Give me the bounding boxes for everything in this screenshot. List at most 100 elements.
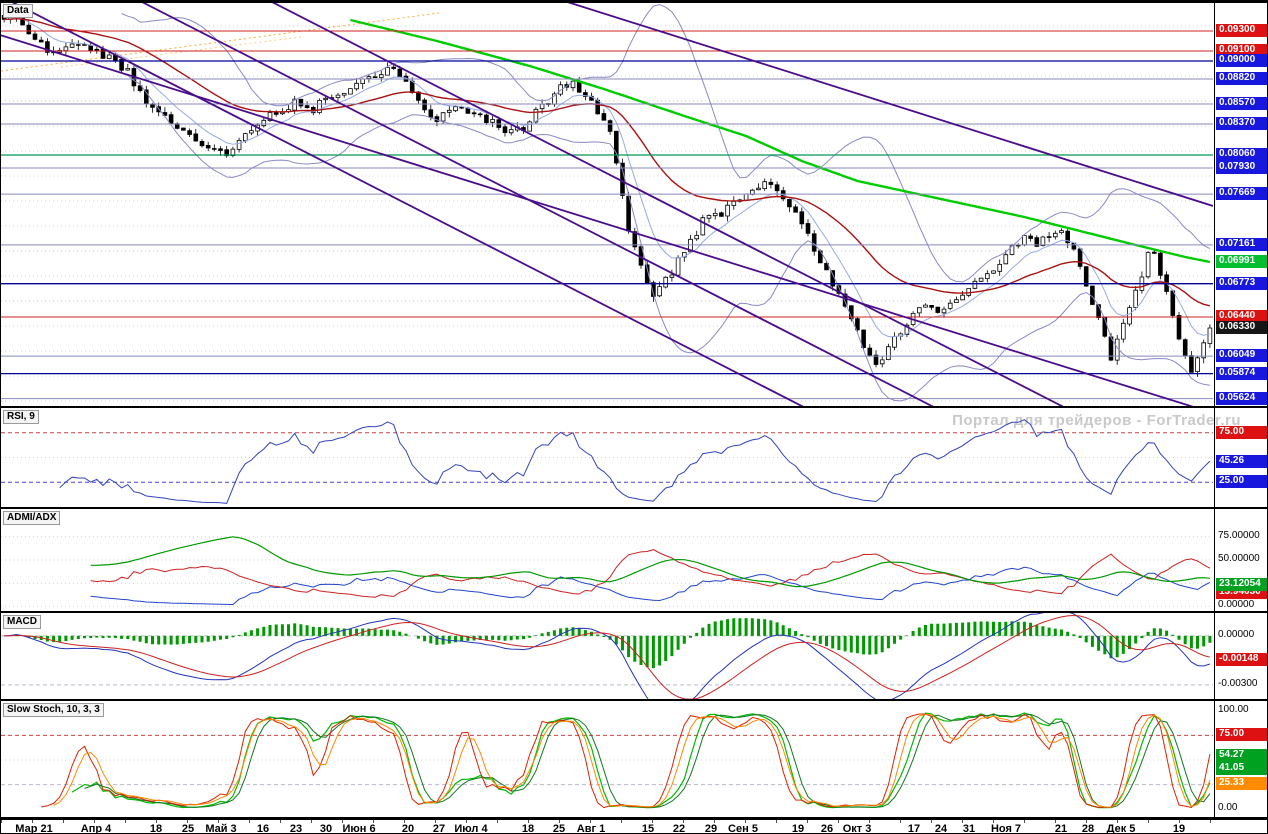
time-axis-label: 19 bbox=[1172, 823, 1186, 834]
scale-value-label: 0.00000 bbox=[1218, 628, 1255, 640]
scale-value-badge: 0.07669 bbox=[1216, 187, 1267, 201]
scale-value-badge: 0.07161 bbox=[1216, 237, 1267, 251]
time-axis-label: 20 bbox=[401, 823, 415, 834]
scale-value-badge: 0.06991 bbox=[1216, 254, 1267, 268]
panel-divider bbox=[1, 1, 1267, 3]
time-axis-label: 28 bbox=[1081, 823, 1095, 834]
macd-panel-label: MACD bbox=[3, 615, 41, 629]
scale-value-label: 100.00 bbox=[1218, 703, 1249, 715]
bear-candles bbox=[1, 10, 1194, 373]
main-panel-label: Data bbox=[3, 4, 33, 18]
panel-divider bbox=[1, 507, 1267, 509]
rsi-panel bbox=[1, 419, 1213, 504]
scale-value-badge: 0.06773 bbox=[1216, 276, 1267, 290]
scale-value-label: 75.00000 bbox=[1218, 529, 1260, 541]
trendline bbox=[567, 3, 1213, 207]
bollinger-lower-band bbox=[121, 72, 1210, 402]
stoch-k2-line bbox=[41, 713, 1211, 809]
scale-value-badge: 0.05874 bbox=[1216, 366, 1267, 380]
time-axis-label: Авг 1 bbox=[576, 823, 606, 834]
watermark-text: Портал для трейдеров - ForTrader.ru bbox=[952, 412, 1241, 429]
price-scale[interactable]: 0.09300 0.09100 0.09000 0.08820 0.08570 0.083… bbox=[1214, 1, 1267, 819]
macd-line bbox=[4, 613, 1211, 699]
scale-value-badge: 0.07930 bbox=[1216, 161, 1267, 174]
time-axis-label: 30 bbox=[319, 823, 333, 834]
time-axis-label: 19 bbox=[791, 823, 805, 834]
ma-long-line bbox=[350, 18, 1211, 264]
time-axis-label: 26 bbox=[820, 823, 834, 834]
time-axis-label: Апр 4 bbox=[80, 823, 112, 834]
scale-value-badge: 0.06440 bbox=[1216, 310, 1267, 323]
time-axis-label: 15 bbox=[641, 823, 655, 834]
scale-value-badge: 0.06049 bbox=[1216, 349, 1267, 363]
adx-panel-label: ADMI/ADX bbox=[3, 511, 61, 525]
scale-value-badge: 54.27 bbox=[1216, 748, 1267, 762]
scale-value-badge: 0.08060 bbox=[1216, 148, 1267, 161]
bollinger-upper-band bbox=[121, 4, 1211, 283]
time-axis-label: Мар 21 bbox=[15, 823, 53, 834]
scale-value-badge: 75.00 bbox=[1216, 728, 1267, 742]
time-axis[interactable]: Мар 21 Апр 4 18 25 Май 3 16 23 30 Июн 6 20 27 Июл 4… bbox=[1, 818, 1267, 834]
time-axis-label: 27 bbox=[432, 823, 446, 834]
time-axis-label: 21 bbox=[1054, 823, 1068, 834]
time-axis-label: 24 bbox=[934, 823, 948, 834]
ma-fast-line bbox=[4, 16, 1211, 338]
adx-line bbox=[90, 536, 1210, 588]
panel-divider bbox=[1, 406, 1267, 408]
scale-value-badge: 75.00 bbox=[1216, 425, 1267, 439]
bull-candles bbox=[8, 10, 1213, 372]
scale-value-badge: 41.05 bbox=[1216, 761, 1267, 775]
stoch-d2-line bbox=[53, 713, 1211, 808]
time-axis-label: 16 bbox=[256, 823, 270, 834]
time-axis-label: 22 bbox=[672, 823, 686, 834]
panel-divider bbox=[1, 817, 1267, 818]
time-axis-label: Ноя 7 bbox=[990, 823, 1022, 834]
scale-value-label: 0.00000 bbox=[1218, 599, 1255, 611]
scale-value-badge: 25.00 bbox=[1216, 475, 1267, 489]
macd-histogram bbox=[15, 618, 1212, 669]
adx-panel bbox=[1, 536, 1213, 607]
main-panel bbox=[1, 3, 1213, 406]
time-axis-label: 31 bbox=[962, 823, 976, 834]
time-axis-label: Окт 3 bbox=[842, 823, 872, 834]
stoch-panel bbox=[1, 712, 1213, 809]
scale-value-badge: 0.05624 bbox=[1216, 391, 1267, 405]
time-axis-label: Июл 4 bbox=[454, 823, 488, 834]
scale-value-badge: 0.08820 bbox=[1216, 72, 1267, 85]
scale-value-badge: 0.06330 bbox=[1216, 321, 1267, 334]
panel-divider bbox=[1, 699, 1267, 701]
time-axis-label: Май 3 bbox=[205, 823, 237, 834]
rsi-line bbox=[59, 419, 1211, 504]
time-axis-label: 25 bbox=[552, 823, 566, 834]
stoch-panel-label: Slow Stoch, 10, 3, 3 bbox=[3, 703, 104, 717]
macd-signal-line bbox=[4, 614, 1211, 699]
scale-value-label: 50.00000 bbox=[1218, 553, 1260, 564]
time-axis-label: 17 bbox=[907, 823, 921, 834]
scale-value-badge: 0.08570 bbox=[1216, 97, 1267, 110]
time-axis-label: Сен 5 bbox=[728, 823, 758, 834]
time-axis-label: 25 bbox=[181, 823, 195, 834]
candle-wicks bbox=[3, 7, 1211, 377]
trendline bbox=[1, 34, 1194, 406]
panel-divider bbox=[1, 611, 1267, 613]
time-axis-label: 18 bbox=[521, 823, 535, 834]
scale-value-badge: 45.26 bbox=[1216, 455, 1267, 469]
time-axis-label: 18 bbox=[149, 823, 163, 834]
scale-value-label: -0.00300 bbox=[1218, 677, 1258, 689]
scale-value-label: 0.00 bbox=[1218, 802, 1238, 814]
scale-value-badge: 0.09000 bbox=[1216, 54, 1267, 67]
time-axis-label: Дек 5 bbox=[1106, 823, 1136, 834]
time-axis-label: Июн 6 bbox=[342, 823, 376, 834]
plus-di-line bbox=[90, 566, 1211, 606]
trendline bbox=[142, 3, 934, 406]
scale-value-badge: -0.00148 bbox=[1216, 653, 1267, 667]
scale-value-badge: 23.12054 bbox=[1216, 577, 1267, 591]
scale-value-badge: 0.09300 bbox=[1216, 24, 1267, 37]
scale-value-badge: 0.08370 bbox=[1216, 117, 1267, 130]
time-axis-label: 23 bbox=[289, 823, 303, 834]
trendline bbox=[12, 3, 804, 406]
rsi-panel-label: RSI, 9 bbox=[3, 410, 39, 424]
trendline bbox=[272, 3, 1064, 406]
